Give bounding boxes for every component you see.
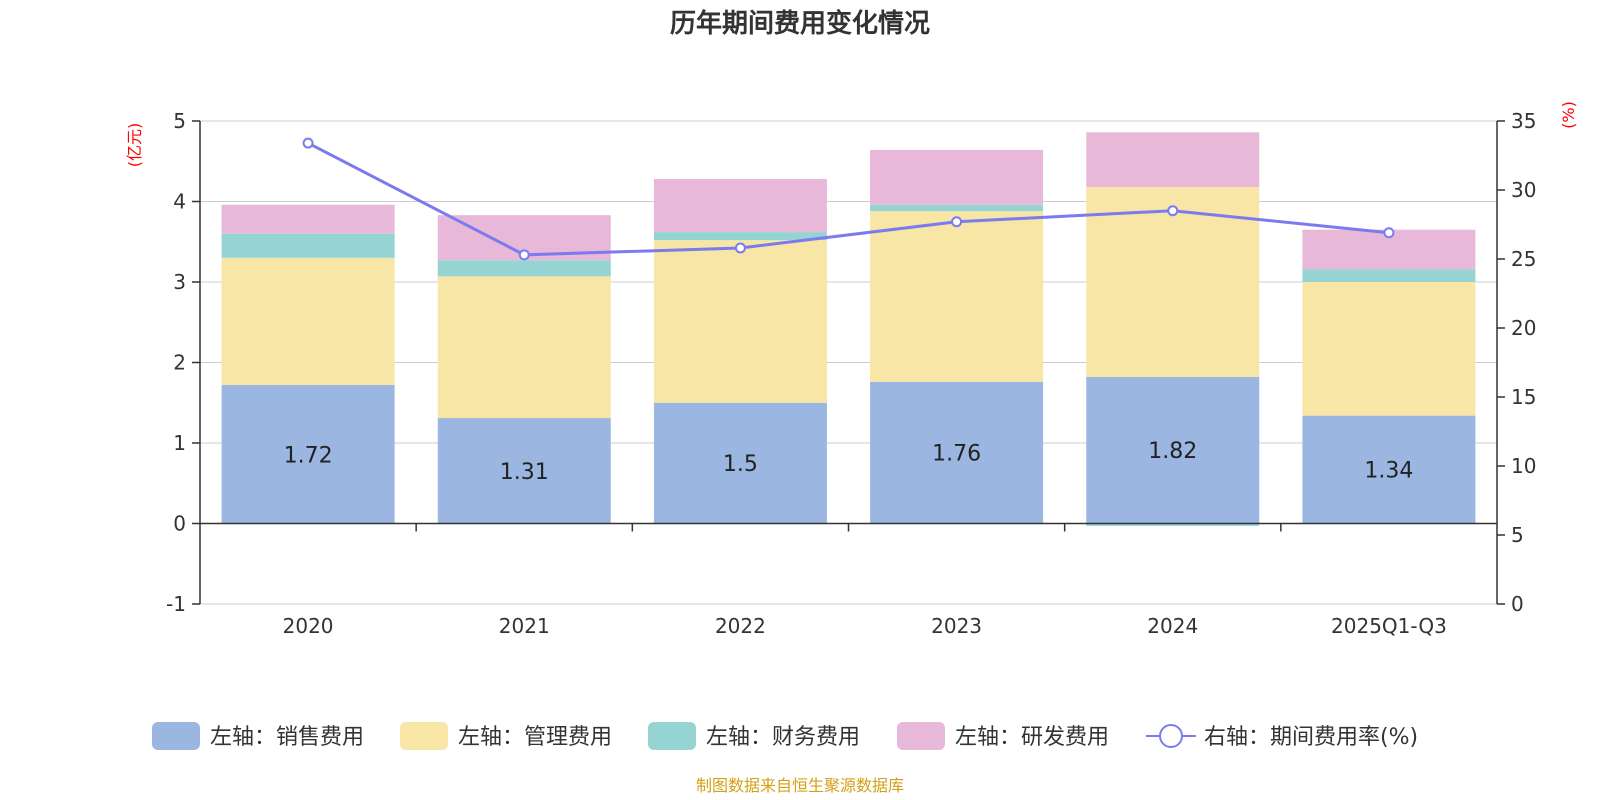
left-tick-label: -1 [166, 592, 186, 616]
right-tick-label: 5 [1511, 523, 1524, 547]
bar-segment-1-0 [221, 257, 395, 386]
legend-label: 左轴：销售费用 [210, 725, 364, 750]
rate-point [951, 216, 963, 228]
left-tick-label: 4 [173, 190, 186, 214]
right-tick-label: 10 [1511, 454, 1536, 478]
bar-segment-3-0 [221, 204, 395, 234]
legend-marker [1159, 724, 1183, 748]
bar-segment-0-0 [221, 385, 395, 524]
left-tick-label: 1 [173, 431, 186, 455]
right-tick-label: 20 [1511, 316, 1536, 340]
data-label: 1.31 [500, 460, 549, 485]
data-label: 1.34 [1364, 459, 1413, 484]
data-label: 1.72 [284, 443, 333, 468]
legend-swatch [897, 722, 945, 750]
bar-segment-3-2 [653, 178, 827, 233]
left-tick-label: 3 [173, 270, 186, 294]
bar-segment-2-0 [221, 233, 395, 258]
bar-segment-2-1 [437, 260, 611, 277]
right-tick-label: 0 [1511, 592, 1524, 616]
rate-point [734, 242, 746, 254]
bar-segment-1-5 [1302, 282, 1476, 416]
left-tick-label: 0 [173, 512, 186, 536]
legend-swatch [152, 722, 200, 750]
legend-label: 左轴：管理费用 [458, 725, 612, 750]
data-labels: 1.72 1.31 1.5 1.76 1.82 1.34 [284, 439, 1414, 485]
right-tick-label: 25 [1511, 247, 1536, 271]
data-label: 1.76 [932, 442, 981, 467]
bar-segment-0-2 [653, 402, 827, 524]
bar-segment-1-2 [653, 240, 827, 403]
bar-segment-0-3 [870, 381, 1044, 524]
x-tick-label: 2025Q1-Q3 [1331, 614, 1447, 638]
x-tick-label: 2020 [283, 614, 334, 638]
x-tick-label: 2022 [715, 614, 766, 638]
x-tick-label: 2023 [931, 614, 982, 638]
left-tick-label: 2 [173, 351, 186, 375]
bar-segment-2-4 [1086, 523, 1260, 526]
bar-segment-2-5 [1302, 269, 1476, 282]
legend-swatch [648, 722, 696, 750]
right-tick-label: 35 [1511, 109, 1536, 133]
bar-segment-1-4 [1086, 187, 1260, 377]
right-tick-label: 30 [1511, 178, 1536, 202]
axes: -1 0 1 2 3 4 5 0 5 10 15 20 25 30 35 2020 2021 2022 2023 20… [125, 101, 1578, 638]
right-axis-unit: (%) [1559, 101, 1578, 129]
rate-point [518, 249, 530, 261]
rate-line [302, 137, 1395, 261]
data-label: 1.82 [1148, 439, 1197, 464]
x-tick-label: 2024 [1147, 614, 1198, 638]
data-label: 1.5 [723, 452, 758, 477]
bar-segment-3-4 [1086, 132, 1260, 188]
rate-point [1383, 227, 1395, 239]
bar-segment-0-5 [1302, 415, 1476, 524]
bar-segment-1-3 [870, 211, 1044, 382]
bar-segment-0-1 [437, 418, 611, 524]
legend-label: 左轴：研发费用 [955, 725, 1109, 750]
bar-segment-2-2 [653, 232, 827, 241]
left-tick-label: 5 [173, 109, 186, 133]
bar-segment-3-3 [870, 149, 1044, 205]
rate-point [1167, 205, 1179, 217]
rate-line-path [307, 141, 1390, 257]
legend: 左轴：销售费用 左轴：管理费用 左轴：财务费用 左轴：研发费用 右轴：期间费用率(%) [152, 722, 1418, 750]
chart-title: 历年期间费用变化情况 [670, 8, 930, 39]
right-tick-label: 15 [1511, 385, 1536, 409]
bar-segment-0-4 [1086, 376, 1260, 524]
legend-label: 左轴：财务费用 [706, 725, 860, 750]
x-tick-label: 2021 [499, 614, 550, 638]
rate-point [302, 137, 314, 149]
source-note: 制图数据来自恒生聚源数据库 [696, 776, 904, 795]
left-axis-unit: (亿元) [125, 123, 144, 168]
bar-segment-2-3 [870, 204, 1044, 212]
legend-swatch [400, 722, 448, 750]
legend-label: 右轴：期间费用率(%) [1204, 725, 1418, 750]
bars [221, 132, 1476, 526]
bar-segment-1-1 [437, 276, 611, 419]
